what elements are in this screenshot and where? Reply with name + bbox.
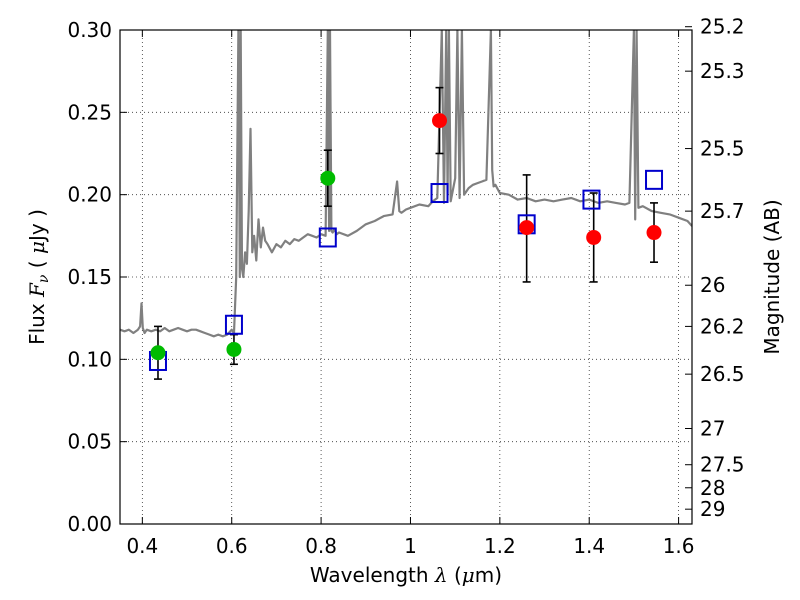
x-axis-label-prefix: Wavelength	[310, 563, 435, 587]
magnitude-tick-label: 25.3	[700, 59, 745, 83]
model-band-flux-square	[224, 314, 243, 335]
x-tick-label: 1.6	[663, 534, 695, 558]
x-axis-label-units-close: m)	[475, 563, 502, 587]
x-tick-label: 0.4	[126, 534, 158, 558]
y-tick-label: 0.25	[67, 100, 112, 124]
magnitude-tick-label: 27	[700, 416, 725, 440]
series-layer	[120, 30, 692, 380]
magnitude-tick-label: 26	[700, 273, 725, 297]
y-axis-label-symbol-sub: ν	[36, 274, 52, 283]
model-band-flux-square	[430, 183, 449, 204]
x-tick-label: 1	[404, 534, 417, 558]
y-axis-ticks: 0.00 0.05 0.10 0.15 0.20 0.25 0.30	[67, 18, 127, 536]
x-tick-label: 1.2	[484, 534, 516, 558]
model-band-flux-square	[582, 189, 601, 210]
y-tick-label: 0.30	[67, 18, 112, 42]
observed-flux-point	[646, 225, 662, 241]
plot-frame	[119, 29, 693, 525]
model-band-flux-square	[645, 169, 664, 190]
observed-flux-point	[586, 229, 602, 245]
y-axis-label-units-open: (	[25, 254, 49, 275]
magnitude-tick-label: 25.5	[700, 137, 745, 161]
magnitude-tick-label: 27.5	[700, 453, 745, 477]
x-axis-ticks: 0.4 0.6 0.8 1 1.2 1.4 1.6	[126, 30, 695, 558]
x-axis-label: Wavelength λ (μm)	[310, 563, 502, 587]
x-tick-label: 0.6	[216, 534, 248, 558]
x-tick-label: 1.4	[573, 534, 605, 558]
y-tick-label: 0.05	[67, 430, 112, 454]
magnitude-axis-label: Magnitude (AB)	[760, 199, 784, 354]
magnitude-tick-label: 25.2	[700, 15, 745, 39]
observed-flux-point	[320, 170, 336, 186]
magnitude-tick-label: 25.7	[700, 199, 745, 223]
grid	[120, 29, 692, 525]
x-axis-label-units-open: (	[448, 563, 462, 587]
y-axis-label: Flux Fν ( μJy )	[25, 209, 52, 345]
y-axis-label-symbol-base: F	[25, 282, 49, 298]
magnitude-tick-label: 26.2	[700, 314, 745, 338]
magnitude-tick-label: 29	[700, 497, 725, 521]
y-axis-label-units-mu: μ	[25, 241, 49, 254]
y-tick-label: 0.20	[67, 183, 112, 207]
observed-flux-point	[226, 341, 242, 357]
x-tick-label: 0.8	[305, 534, 337, 558]
model-band-flux-square	[318, 227, 337, 248]
y-axis-label-prefix: Flux	[25, 297, 49, 345]
x-axis-label-units-mu: μ	[462, 563, 475, 587]
y-tick-label: 0.15	[67, 265, 112, 289]
y-axis-label-units-close: Jy )	[25, 209, 49, 243]
y-tick-label: 0.00	[67, 512, 112, 536]
y-tick-label: 0.10	[67, 347, 112, 371]
x-axis-label-symbol: λ	[434, 563, 448, 587]
observed-flux-point	[519, 220, 535, 236]
observed-flux-point	[432, 113, 448, 129]
observed-flux-point	[150, 345, 166, 361]
magnitude-tick-label: 28	[700, 476, 725, 500]
magnitude-tick-label: 26.5	[700, 362, 745, 386]
model-spectrum-line	[120, 30, 692, 338]
